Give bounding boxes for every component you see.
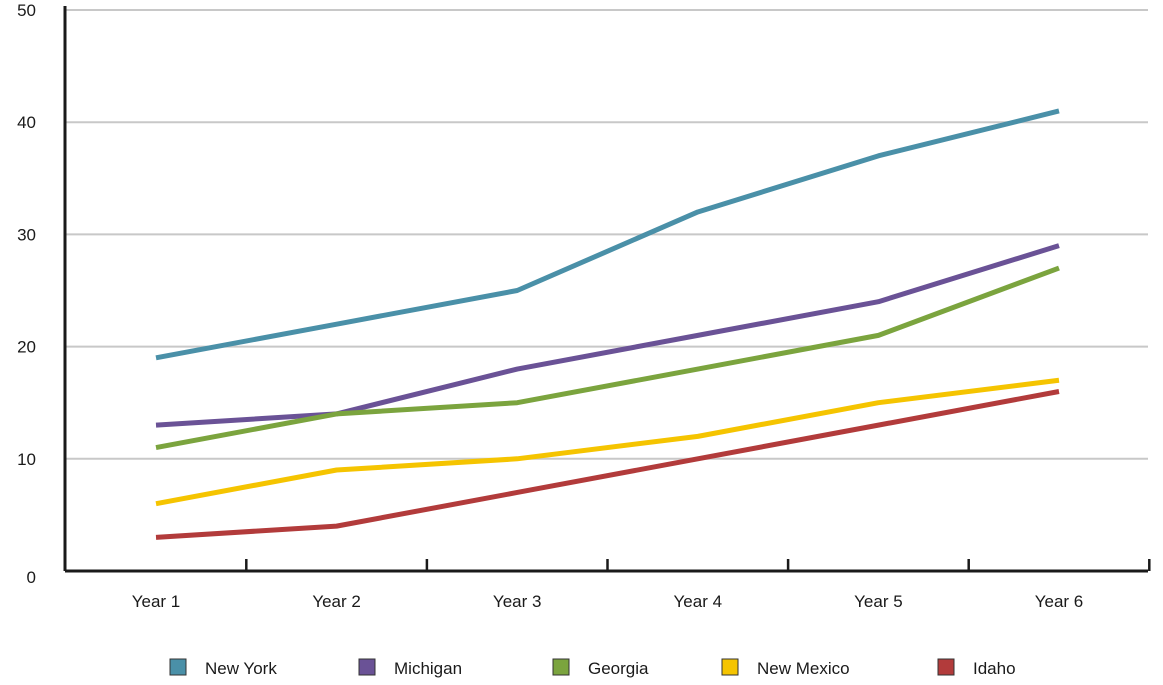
- y-tick-label: 30: [17, 225, 36, 244]
- x-tick-label: Year 4: [674, 592, 723, 611]
- series-line-georgia: [155, 265, 1060, 451]
- x-tick-label: Year 1: [132, 592, 181, 611]
- legend-swatch: [721, 658, 739, 676]
- series-layer: [155, 108, 1060, 540]
- legend-label: Michigan: [394, 659, 462, 678]
- series-line-new-mexico: [155, 377, 1060, 507]
- legend-swatch: [358, 658, 376, 676]
- series-line-new-york: [155, 108, 1060, 361]
- x-tick-label: Year 6: [1035, 592, 1084, 611]
- series-line-michigan: [155, 243, 1060, 428]
- legend: New York Michigan Georgia New Mexico Idaho: [169, 658, 1016, 678]
- y-tick-label: 20: [17, 338, 36, 357]
- axis-layer: 0 10 20 30 40 50 Year 1 Year 2 Year 3 Year 4 Year …: [17, 1, 1151, 611]
- legend-label: New York: [205, 659, 277, 678]
- y-tick-label: 0: [27, 568, 36, 587]
- legend-swatch: [169, 658, 187, 676]
- x-tick-label: Year 2: [312, 592, 361, 611]
- y-tick-label: 40: [17, 113, 36, 132]
- y-tick-label: 50: [17, 1, 36, 20]
- legend-swatch: [552, 658, 570, 676]
- y-tick-label: 10: [17, 450, 36, 469]
- legend-label: Idaho: [973, 659, 1016, 678]
- grid-layer: [65, 9, 1148, 460]
- series-line-idaho: [155, 389, 1060, 540]
- legend-swatch: [937, 658, 955, 676]
- legend-label: Georgia: [588, 659, 649, 678]
- x-tick-label: Year 5: [854, 592, 903, 611]
- x-tick-label: Year 3: [493, 592, 542, 611]
- legend-label: New Mexico: [757, 659, 850, 678]
